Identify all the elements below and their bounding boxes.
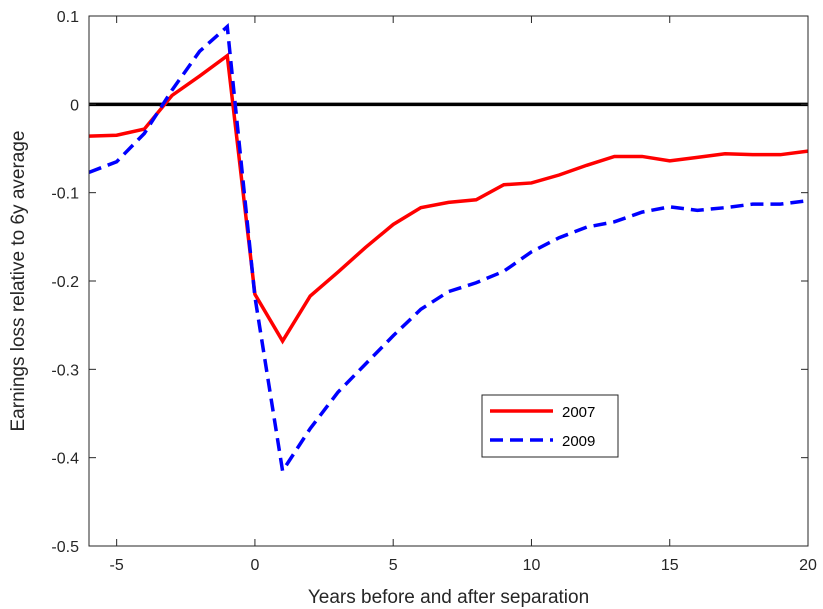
x-tick-label: 20 [799,557,817,574]
y-tick-label: 0 [70,97,79,114]
y-axis-label: Earnings loss relative to 6y average [8,131,29,432]
y-tick-label: 0.1 [57,9,79,26]
y-tick-label: -0.5 [51,539,79,556]
x-axis-label: Years before and after separation [308,587,589,608]
x-tick-label: 10 [523,557,541,574]
x-tick-label: 5 [389,557,398,574]
axis-layer: -5 0 5 10 15 20 0.1 0 -0.1 -0.2 -0.3 -0.4 -0.5 [51,9,817,574]
y-tick-label: -0.1 [51,186,79,203]
y-tick-label: -0.3 [51,362,79,379]
x-tick-label: 0 [250,557,259,574]
data-layer [88,23,809,476]
series-line-2007 [88,52,809,345]
series-line-2009 [88,23,809,476]
x-tick-label: 15 [661,557,679,574]
x-tick-label: -5 [110,557,124,574]
legend-label-2007: 2007 [562,404,595,421]
legend-label-2009: 2009 [562,433,595,450]
y-tick-label: -0.4 [51,451,79,468]
plot-area [89,16,808,546]
plot-frame [88,15,809,547]
legend: 2007 2009 [481,394,619,458]
y-tick-label: -0.2 [51,274,79,291]
legend-box [481,394,619,458]
